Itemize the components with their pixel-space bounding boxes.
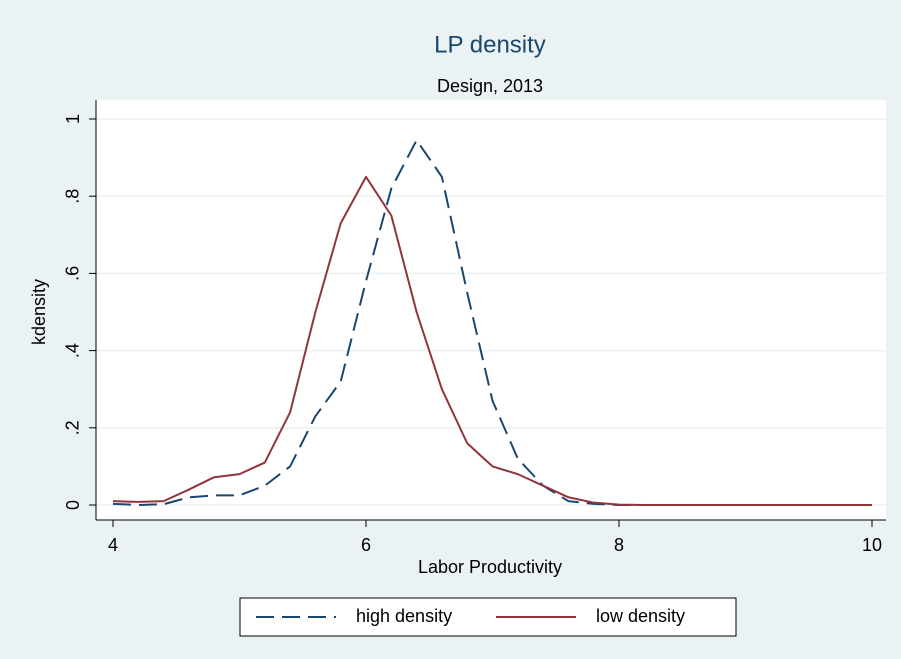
y-axis-label: kdensity (29, 279, 49, 345)
legend-label: high density (356, 606, 452, 626)
x-tick-label: 8 (614, 535, 624, 555)
plot-area (96, 100, 886, 520)
chart-title: LP density (434, 31, 546, 58)
chart-subtitle: Design, 2013 (437, 76, 543, 96)
x-tick-label: 4 (108, 535, 118, 555)
y-tick-label: 0 (63, 500, 83, 510)
y-tick-label: .6 (63, 266, 83, 281)
y-tick-label: .4 (63, 343, 83, 358)
x-tick-label: 10 (862, 535, 882, 555)
legend-label: low density (596, 606, 685, 626)
x-tick-label: 6 (361, 535, 371, 555)
y-tick-label: .2 (63, 420, 83, 435)
x-axis-label: Labor Productivity (418, 557, 562, 577)
y-tick-label: .8 (63, 189, 83, 204)
y-tick-label: 1 (63, 114, 83, 124)
series-line (112, 175, 872, 506)
